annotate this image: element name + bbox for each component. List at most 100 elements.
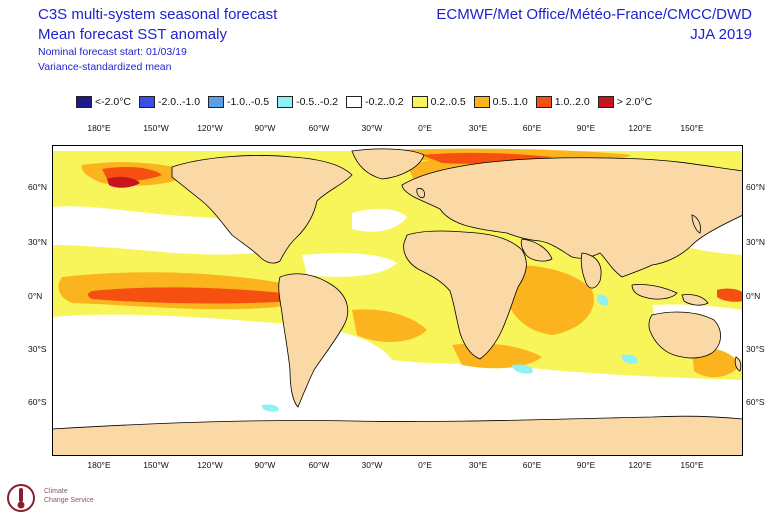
title-line-1: C3S multi-system seasonal forecast: [38, 6, 278, 23]
legend-swatch: [277, 96, 294, 108]
legend-item: -0.5..-0.2: [277, 96, 338, 108]
longitude-label: 60°E: [522, 123, 542, 133]
latitude-label: 60°N: [28, 182, 47, 192]
south-america: [278, 273, 349, 408]
hot-patch-west-pacific: [717, 288, 743, 302]
longitude-label: 30°E: [468, 460, 488, 470]
legend-swatch: [346, 96, 363, 108]
latitude-label: 0°N: [746, 291, 761, 301]
latitude-label: 60°S: [746, 397, 765, 407]
cool-patch-indian-ocean: [596, 294, 609, 306]
legend-label: <-2.0°C: [95, 96, 132, 108]
new-guinea: [681, 294, 709, 306]
cool-patch-south-atlantic: [512, 364, 533, 374]
latitude-label: 30°N: [746, 237, 765, 247]
cool-patch-south-pacific: [261, 404, 279, 412]
australia: [648, 311, 721, 359]
longitude-label: 150°E: [680, 123, 704, 133]
legend-swatch: [139, 96, 156, 108]
legend-swatch: [411, 96, 428, 108]
legend-item: 1.0..2.0: [535, 96, 590, 108]
legend-label: -0.2..0.2: [365, 96, 404, 108]
hot-patch-equatorial-pacific: [87, 287, 285, 304]
neutral-zone-arctic: [52, 145, 743, 151]
legend-label: 1.0..2.0: [554, 96, 590, 108]
longitude-label: 120°E: [628, 460, 652, 470]
eurasia: [401, 157, 743, 278]
legend-item: 0.2..0.5: [411, 96, 466, 108]
neutral-zone-tropical-atlantic: [302, 253, 397, 277]
longitude-label: 60°E: [522, 460, 542, 470]
japan: [691, 214, 701, 234]
new-zealand: [734, 356, 742, 372]
longitude-label: 60°W: [308, 460, 330, 470]
longitude-label: 120°W: [197, 123, 223, 133]
longitude-label: 90°E: [576, 460, 596, 470]
producing-centres: ECMWF/Met Office/Météo-France/CMCC/DWD: [436, 6, 752, 23]
legend-label: > 2.0°C: [616, 96, 653, 108]
cool-patch-australia-west: [621, 354, 638, 364]
legend-swatch: [473, 96, 490, 108]
longitude-label: 120°E: [628, 123, 652, 133]
warm-patch-south-atlantic: [352, 309, 427, 342]
longitude-label: 90°E: [576, 123, 596, 133]
latitude-label: 30°S: [28, 344, 47, 354]
forecast-period: JJA 2019: [690, 26, 752, 43]
logo-text-line-2: Change Service: [44, 497, 94, 504]
latitude-label: 30°N: [28, 237, 47, 247]
sst-anomaly-map: [52, 145, 743, 456]
arabia: [520, 238, 553, 262]
longitude-label: 30°E: [468, 123, 488, 133]
legend-item: <-2.0°C: [76, 96, 131, 108]
africa: [403, 230, 527, 360]
legend-label: -1.0..-0.5: [227, 96, 270, 108]
legend-swatch: [208, 96, 225, 108]
legend-swatch: [597, 96, 614, 108]
legend-label: -0.5..-0.2: [296, 96, 339, 108]
antarctica: [52, 415, 743, 456]
longitude-label: 150°W: [143, 123, 169, 133]
neutral-zone-north-pacific: [52, 206, 282, 255]
legend-item: -0.2..0.2: [346, 96, 404, 108]
title-line-2: Mean forecast SST anomaly: [38, 26, 227, 43]
legend-item: -2.0..-1.0: [139, 96, 200, 108]
longitude-label: 30°W: [361, 123, 383, 133]
legend-label: -2.0..-1.0: [158, 96, 201, 108]
neutral-zone-north-atlantic: [352, 208, 407, 232]
india: [580, 252, 602, 289]
latitude-label: 60°N: [746, 182, 765, 192]
longitude-label: 120°W: [197, 460, 223, 470]
legend-item: 0.5..1.0: [473, 96, 528, 108]
map-frame: [52, 145, 743, 456]
copernicus-logo: Climate Change Service: [4, 478, 114, 518]
longitude-label: 90°W: [254, 460, 276, 470]
legend-item: -1.0..-0.5: [208, 96, 269, 108]
legend-item: > 2.0°C: [597, 96, 653, 108]
legend-swatch: [535, 96, 552, 108]
latitude-label: 0°N: [28, 291, 43, 301]
climate-service-logo-icon: [7, 484, 35, 512]
longitude-label: 180°E: [87, 123, 111, 133]
neutral-zone-south-pacific: [52, 317, 295, 384]
hottest-patch-gulf-of-alaska: [107, 176, 140, 188]
british-isles: [416, 188, 425, 198]
warm-patch-indian-ocean: [502, 264, 594, 335]
legend-label: 0.2..0.5: [430, 96, 466, 108]
longitude-label: 150°E: [680, 460, 704, 470]
variance-note: Variance-standardized mean: [38, 61, 172, 73]
longitude-label: 0°E: [418, 460, 432, 470]
longitude-label: 30°W: [361, 460, 383, 470]
longitude-label: 150°W: [143, 460, 169, 470]
forecast-start: Nominal forecast start: 01/03/19: [38, 46, 187, 58]
north-america: [171, 155, 353, 264]
longitude-label: 90°W: [254, 123, 276, 133]
legend-swatch: [76, 96, 92, 108]
greenland: [351, 148, 425, 180]
longitude-label: 180°E: [87, 460, 111, 470]
colour-legend: <-2.0°C -2.0..-1.0 -1.0..-0.5 -0.5..-0.2 -0.…: [76, 96, 660, 108]
latitude-label: 60°S: [28, 397, 47, 407]
longitude-label: 0°E: [418, 123, 432, 133]
maritime-continent: [631, 284, 678, 300]
latitude-label: 30°S: [746, 344, 765, 354]
logo-text-line-1: Climate: [44, 488, 68, 495]
